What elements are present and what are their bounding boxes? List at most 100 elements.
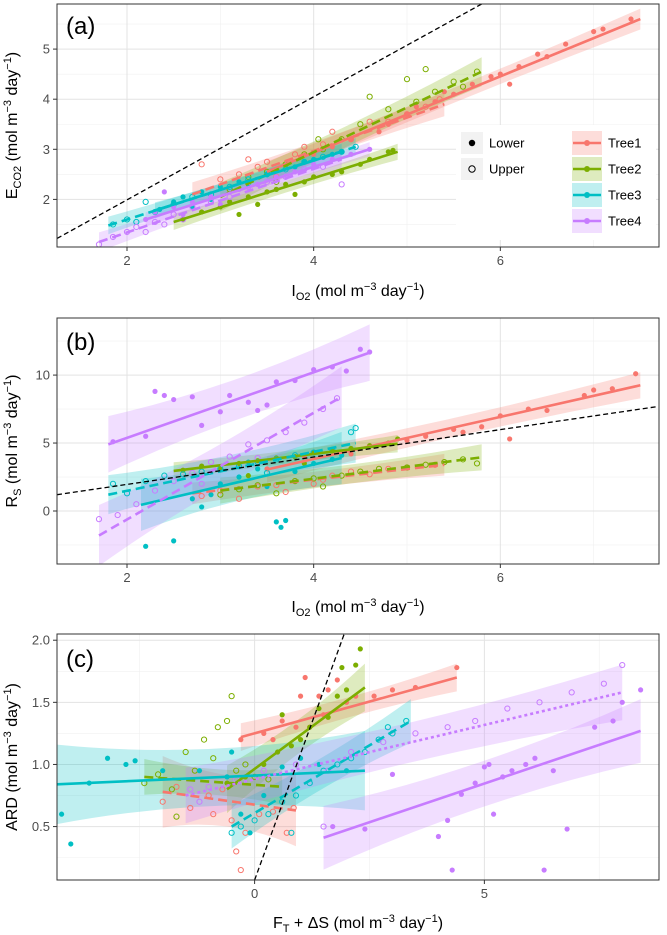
- axis-label-part: −3: [364, 281, 377, 293]
- axis-label-part: (mol m: [4, 435, 21, 488]
- point-tree3-lower: [236, 474, 242, 480]
- point-tree4-lower: [472, 780, 478, 786]
- point-tree4-lower: [389, 771, 396, 777]
- point-tree3-lower: [143, 543, 149, 549]
- point-tree1-lower: [325, 687, 331, 693]
- reference-line: [57, 4, 484, 240]
- x-axis-label: IO2 (mol m−3 day−1): [291, 281, 424, 303]
- point-tree4-lower: [541, 867, 547, 873]
- point-tree2-upper: [422, 66, 429, 73]
- y-tick-label: 2: [43, 192, 50, 207]
- axis-label-part: −1: [2, 380, 14, 393]
- point-tree3-lower: [104, 755, 111, 761]
- point-tree1-upper: [254, 163, 261, 170]
- point-tree1-lower: [460, 429, 466, 435]
- point-tree4-upper: [600, 680, 607, 687]
- point-tree2-upper: [473, 460, 481, 467]
- axis-label-part: + ΔS (mol m: [289, 915, 382, 932]
- point-tree4-upper: [348, 748, 355, 756]
- legend-label-tree2: Tree2: [608, 162, 641, 177]
- point-tree4-lower: [217, 409, 223, 415]
- point-tree2-upper: [168, 786, 175, 793]
- axis-label-part: −3: [382, 913, 395, 925]
- point-tree1-lower: [591, 387, 597, 393]
- x-tick-label: 2: [123, 253, 130, 268]
- fit-line-tree4-upper: [185, 691, 623, 797]
- y-tick-label: 3: [43, 142, 50, 157]
- point-tree1-lower: [469, 81, 475, 87]
- point-tree2-upper: [315, 136, 322, 143]
- point-tree4-upper: [205, 783, 212, 790]
- point-tree4-lower: [564, 826, 570, 832]
- plot-content: [57, 634, 644, 880]
- panel-tag: (c): [66, 646, 94, 673]
- plot-frame: [56, 317, 660, 565]
- axis-label-part: (mol m: [4, 113, 21, 166]
- axis-label-part: S: [12, 489, 24, 496]
- axis-label-part: day: [4, 392, 21, 422]
- point-tree1-lower: [507, 436, 513, 442]
- point-tree2-upper: [385, 106, 392, 113]
- point-tree3-upper: [142, 198, 149, 206]
- point-tree4-upper: [226, 453, 233, 460]
- point-tree2-upper: [403, 76, 411, 83]
- y-tick-label: 0: [43, 503, 50, 518]
- point-tree2-lower: [339, 664, 345, 671]
- point-tree4-upper: [472, 717, 479, 725]
- point-tree4-lower: [245, 399, 251, 405]
- point-tree3-lower: [123, 761, 129, 768]
- fit-line-tree1-lower: [266, 384, 641, 471]
- point-tree3-lower: [160, 768, 166, 774]
- axis-label-part: E: [4, 188, 21, 199]
- point-tree2-lower: [236, 211, 242, 218]
- point-tree2-upper: [357, 121, 364, 128]
- y-tick-label: 10: [36, 368, 50, 383]
- point-tree4-lower: [362, 826, 368, 832]
- y-axis-label: ARD (mol m−3 day−1): [2, 683, 21, 831]
- point-tree1-upper: [159, 798, 166, 805]
- point-tree1-upper: [198, 492, 205, 500]
- axis-label-part: day: [4, 70, 21, 100]
- point-tree1-lower: [479, 424, 485, 430]
- point-tree4-lower: [255, 407, 261, 414]
- y-tick-label: 5: [43, 42, 50, 57]
- point-tree1-lower: [293, 724, 299, 730]
- plot-frame: [56, 633, 660, 881]
- point-tree3-lower: [283, 517, 289, 524]
- axis-label-part: −3: [2, 100, 14, 113]
- point-tree3-upper: [384, 724, 391, 731]
- y-tick-label: 0.5: [32, 819, 50, 834]
- point-tree4-lower: [532, 755, 538, 761]
- point-tree2-lower: [292, 191, 298, 197]
- point-tree2-upper: [459, 83, 467, 90]
- legend-label-tree4: Tree4: [608, 214, 641, 229]
- point-tree4-lower: [509, 768, 515, 774]
- point-tree1-lower: [633, 371, 639, 377]
- point-tree4-lower: [610, 718, 616, 724]
- point-tree3-lower: [278, 524, 284, 530]
- point-tree4-upper: [380, 738, 387, 746]
- reference-line: [57, 405, 659, 496]
- point-tree4-lower: [189, 394, 195, 400]
- point-tree3-lower: [279, 764, 285, 770]
- point-tree4-lower: [481, 764, 487, 770]
- point-tree4-upper: [95, 516, 103, 523]
- point-tree1-upper: [187, 804, 194, 812]
- plot-background: [57, 318, 659, 564]
- point-tree2-upper: [228, 693, 235, 700]
- point-tree1-lower: [297, 693, 304, 699]
- reference-line: [253, 634, 345, 880]
- point-tree1-lower: [600, 26, 606, 32]
- fit-line-tree3-upper: [107, 145, 357, 227]
- point-tree4-upper: [133, 223, 140, 231]
- axis-label-part: (mol m: [4, 744, 21, 797]
- point-tree4-upper: [568, 689, 575, 696]
- fit-line-tree2-lower: [173, 442, 398, 473]
- point-tree3-lower: [261, 792, 267, 799]
- legend-label-upper: Upper: [489, 162, 525, 177]
- point-tree1-upper: [329, 128, 336, 135]
- x-tick-label: 6: [497, 253, 504, 268]
- x-tick-label: 2: [123, 570, 130, 585]
- y-axis-label: RS (mol m−3 day−1): [2, 375, 24, 508]
